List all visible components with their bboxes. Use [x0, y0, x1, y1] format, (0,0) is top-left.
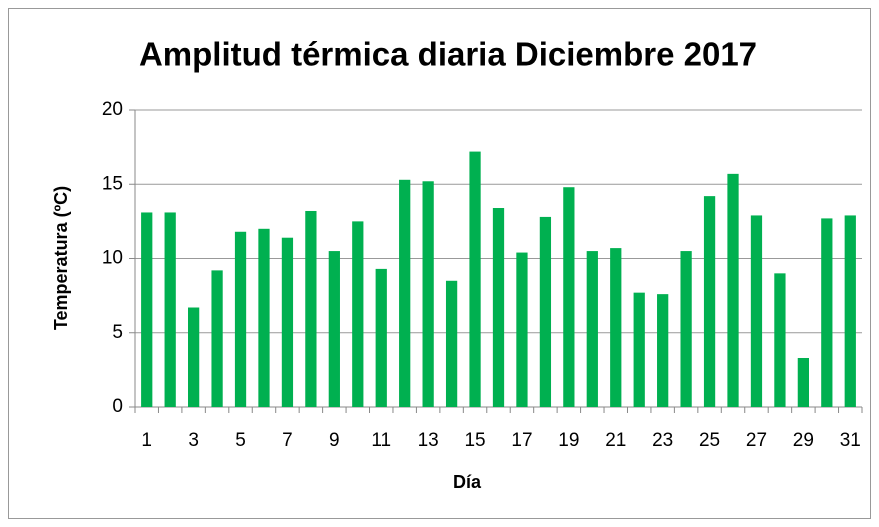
- bar: [328, 251, 340, 407]
- y-axis-title: Temperatura (ºC): [51, 186, 71, 330]
- x-tick-label: 21: [605, 430, 626, 451]
- x-tick-label: 7: [282, 430, 293, 451]
- bar: [563, 187, 575, 407]
- bar: [774, 273, 786, 407]
- y-tick-label: 10: [102, 248, 123, 269]
- y-tick-label: 5: [112, 322, 123, 343]
- bar: [234, 231, 247, 407]
- x-tick-label: 1: [141, 430, 152, 451]
- y-tick-label: 15: [102, 173, 123, 194]
- bar: [680, 251, 692, 407]
- bar: [657, 294, 669, 407]
- x-tick-label: 27: [746, 430, 767, 451]
- x-tick-label: 23: [652, 430, 673, 451]
- bar: [586, 251, 598, 407]
- x-tick-label: 5: [235, 430, 246, 451]
- bar: [492, 208, 505, 407]
- bar: [422, 181, 434, 407]
- x-tick-label: 3: [188, 430, 199, 451]
- x-axis-title: Día: [453, 472, 482, 492]
- bar: [633, 292, 645, 407]
- bar: [445, 280, 458, 407]
- x-tick-label: 25: [699, 430, 720, 451]
- bar: [797, 357, 809, 407]
- bar: [469, 151, 481, 407]
- bar: [703, 196, 716, 407]
- x-tick-label: 31: [840, 430, 861, 451]
- x-tick-label: 17: [511, 430, 532, 451]
- bar: [305, 210, 317, 407]
- x-tick-label: 15: [464, 430, 485, 451]
- bar: [750, 215, 763, 407]
- bar: [164, 212, 176, 407]
- x-tick-label: 19: [558, 430, 579, 451]
- chart-title: Amplitud térmica diaria Diciembre 2017: [139, 36, 757, 73]
- bar: [211, 270, 223, 407]
- bar: [399, 179, 411, 407]
- bar: [352, 221, 364, 407]
- bar: [141, 212, 153, 407]
- x-tick-label: 11: [371, 430, 391, 451]
- chart-border: [8, 8, 871, 519]
- bar: [188, 307, 200, 407]
- x-tick-label: 9: [329, 430, 340, 451]
- bar: [539, 216, 552, 407]
- bar: [610, 248, 622, 407]
- bar: [516, 252, 528, 407]
- x-tick-label: 13: [418, 430, 439, 451]
- bar: [375, 268, 387, 407]
- bar: [727, 173, 739, 407]
- bar: [821, 218, 833, 407]
- x-tick-label: 29: [793, 430, 814, 451]
- bar: [281, 237, 294, 407]
- y-tick-label: 20: [102, 99, 123, 120]
- bar: [258, 228, 270, 407]
- bar: [844, 215, 856, 407]
- y-tick-label: 0: [112, 396, 123, 417]
